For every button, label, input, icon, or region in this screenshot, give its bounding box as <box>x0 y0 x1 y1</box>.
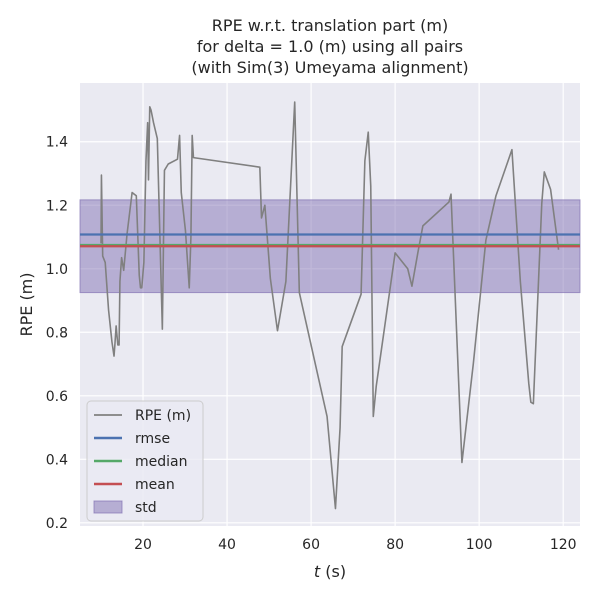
legend-frame <box>86 400 204 522</box>
legend-label: mean <box>135 477 175 493</box>
legend-std-swatch <box>93 500 123 514</box>
lines-layer <box>80 101 580 510</box>
chart-title: RPE w.r.t. translation part (m) for delt… <box>191 16 468 77</box>
x-axis-label-variable: t <box>314 562 321 581</box>
x-tick-label: 80 <box>386 537 404 553</box>
legend-label: RPE (m) <box>135 408 191 424</box>
x-tick-label: 60 <box>302 537 320 553</box>
y-tick-label: 0.6 <box>46 389 68 405</box>
title-line-3: (with Sim(3) Umeyama alignment) <box>191 58 468 77</box>
x-axis-label-unit: (s) <box>320 562 346 581</box>
y-tick-label: 1.2 <box>46 198 68 214</box>
legend-label: std <box>135 500 157 516</box>
y-tick-label: 0.8 <box>46 325 68 341</box>
y-tick-label: 0.4 <box>46 452 68 468</box>
legend-label: rmse <box>135 431 170 447</box>
title-line-1: RPE w.r.t. translation part (m) <box>212 16 448 35</box>
x-tick-label: 120 <box>550 537 577 553</box>
x-tick-labels: 20 40 60 80 100 120 <box>134 537 576 553</box>
y-tick-labels: 0.2 0.4 0.6 0.8 1.0 1.2 1.4 <box>46 135 68 532</box>
y-tick-label: 1.4 <box>46 135 68 151</box>
title-line-2: for delta = 1.0 (m) using all pairs <box>197 37 463 56</box>
x-tick-label: 100 <box>466 537 493 553</box>
y-tick-label: 1.0 <box>46 262 68 278</box>
legend: RPE (m) rmse median mean std <box>86 400 204 522</box>
x-tick-label: 40 <box>218 537 236 553</box>
legend-label: median <box>135 454 187 470</box>
y-tick-label: 0.2 <box>46 516 68 532</box>
x-axis-label: t (s) <box>314 562 346 581</box>
x-tick-label: 20 <box>134 537 152 553</box>
rpe-series-line <box>100 101 560 510</box>
y-axis-label: RPE (m) <box>17 272 36 336</box>
